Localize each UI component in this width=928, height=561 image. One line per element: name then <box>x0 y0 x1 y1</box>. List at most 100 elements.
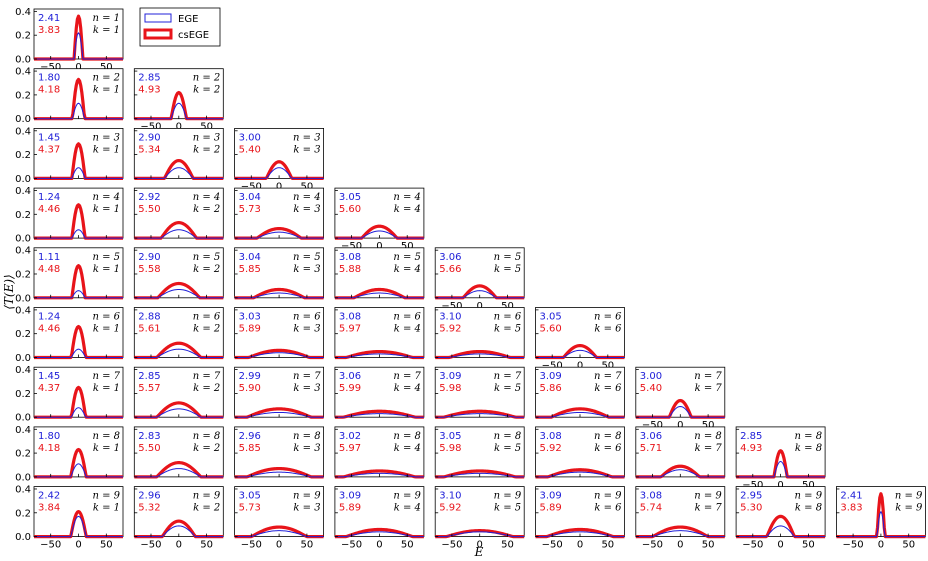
panel-n6-k1-ege-line <box>34 348 123 358</box>
panel-n7-k2-k-label: k = 2 <box>193 383 220 394</box>
panel-n3-k2-k-label: k = 2 <box>193 144 220 155</box>
panel-n5-k4-ege-line <box>334 292 424 299</box>
panel-n5-k5-xtick-label: 50 <box>501 301 514 312</box>
panel-n2-k2-xtick-label: −50 <box>140 122 161 133</box>
panel-n9-k4-n-label: n = 9 <box>393 491 421 502</box>
legend: EGE csEGE <box>139 7 221 47</box>
panel-n1-k1-ege-value: 2.41 <box>38 13 60 24</box>
panel-n9-k7-ege-value: 3.08 <box>640 491 662 502</box>
panel-n8-k6-ege-value: 3.08 <box>540 431 562 442</box>
panel-n9-k2-ege-value: 2.96 <box>138 491 160 502</box>
panel-n9-k2-frame <box>133 486 224 538</box>
panel-n6-k1-ytick-label: 0.2 <box>15 329 31 340</box>
panel-n7-k5-csege-value: 5.98 <box>439 383 461 394</box>
panel-n8-k4-n-label: n = 8 <box>393 431 421 442</box>
panel-n7-k7: 3.005.40 n = 7k = 7 −50 0 50 <box>635 366 726 431</box>
panel-n8-k7-frame <box>635 426 726 478</box>
panel-n9-k7-xtick-label: −50 <box>642 540 663 551</box>
panel-n9-k2-k-label: k = 2 <box>193 503 220 514</box>
panel-n7-k2-n-label: n = 7 <box>193 371 221 382</box>
panel-n4-k4-n-label: n = 4 <box>393 192 421 203</box>
panel-n3-k1-frame <box>33 127 124 179</box>
panel-n6-k4-ege-line <box>334 353 424 358</box>
panel-n8-k7-ege-line <box>635 469 725 478</box>
panel-n3-k1-ege-line <box>34 167 123 179</box>
legend-ege-label: EGE <box>178 14 198 25</box>
panel-n4-k4-frame <box>334 187 425 239</box>
panel-n3-k1-n-label: n = 3 <box>92 132 120 143</box>
panel-n4-k1-ytick-label: 0.2 <box>15 210 31 221</box>
panel-n8-k4: 3.025.97 n = 8k = 4 <box>334 426 425 479</box>
panel-n6-k4-k-label: k = 4 <box>394 324 421 335</box>
panel-n8-k6-k-label: k = 6 <box>594 443 622 454</box>
panel-n7-k6-n-label: n = 7 <box>594 371 622 382</box>
panel-n9-k9-n-label: n = 9 <box>895 491 923 502</box>
panel-n9-k6-xtick-label: 50 <box>601 540 614 551</box>
panel-n7-k6-csege-value: 5.86 <box>540 383 562 394</box>
panel-n7-k4-ege-line <box>334 413 424 418</box>
panel-n5-k1-ege-value: 1.11 <box>38 252 60 263</box>
panel-n2-k2-k-label: k = 2 <box>193 85 220 96</box>
panel-n9-k1-ytick-label: 0.4 <box>15 484 31 495</box>
panel-n8-k5-k-label: k = 5 <box>494 443 521 454</box>
panel-n6-k4-n-label: n = 6 <box>393 312 421 323</box>
panel-n1-k1-ytick-label: 0.4 <box>15 7 31 18</box>
panel-n8-k2: 2.835.50 n = 8k = 2 <box>133 426 224 479</box>
panel-n6-k2-k-label: k = 2 <box>193 324 220 335</box>
panel-n9-k3: 3.055.73 n = 9k = 3 −50 0 50 <box>234 486 325 551</box>
panel-n7-k5-k-label: k = 5 <box>494 383 521 394</box>
panel-n7-k7-k-label: k = 7 <box>695 383 723 394</box>
panel-n2-k2: 2.854.93 n = 2k = 2 −50 0 50 <box>133 68 224 133</box>
panel-n6-k6-frame <box>535 307 625 358</box>
panel-n3-k3-xtick-label: −50 <box>241 181 262 192</box>
panel-n5-k1-ege-line <box>34 290 123 299</box>
panel-n7-k6-ege-value: 3.09 <box>540 371 562 382</box>
panel-n8-k7-csege-value: 5.71 <box>640 443 662 454</box>
panel-n7-k4-n-label: n = 7 <box>393 371 421 382</box>
panel-n8-k6-csege-value: 5.92 <box>540 443 562 454</box>
panel-n8-k4-ege-value: 3.02 <box>339 431 361 442</box>
panel-n9-k5-n-label: n = 9 <box>494 491 522 502</box>
panel-n9-k9-xtick-label: 0 <box>878 540 884 551</box>
panel-n9-k5-xtick-label: 0 <box>477 540 483 551</box>
panel-n1-k1-n-label: n = 1 <box>92 13 120 24</box>
panel-n3-k1-k-label: k = 1 <box>93 144 120 155</box>
panel-n6-k5-ege-line <box>435 353 525 358</box>
panel-n9-k4: 3.095.89 n = 9k = 4 −50 0 50 <box>334 486 425 551</box>
panel-n6-k6-xtick-label: 50 <box>601 361 614 372</box>
panel-n9-k1-k-label: k = 1 <box>93 503 120 514</box>
panel-n5-k3-n-label: n = 5 <box>293 252 321 263</box>
panel-n4-k4-xtick-label: −50 <box>341 241 362 252</box>
panel-n4-k1-ege-value: 1.24 <box>38 192 60 203</box>
panel-n9-k7-xtick-label: 50 <box>702 540 715 551</box>
panel-n2-k1-ytick-label: 0.0 <box>15 114 31 125</box>
panel-n2-k1-ytick-label: 0.2 <box>15 90 31 101</box>
panel-n9-k5-k-label: k = 5 <box>494 503 521 514</box>
panel-n8-k5-csege-value: 5.98 <box>439 443 461 454</box>
panel-n9-k6-ege-value: 3.09 <box>540 491 562 502</box>
panel-n9-k8-ege-line <box>736 525 826 538</box>
panel-n5-k5-xtick-label: 0 <box>477 301 483 312</box>
panel-n6-k1: 1.244.46 n = 6k = 1 0.0 0.2 0.4 <box>15 305 124 364</box>
panel-n7-k6: 3.095.86 n = 7k = 6 <box>535 366 625 419</box>
panel-n8-k6-ege-line <box>535 471 625 478</box>
panel-n6-k1-ege-value: 1.24 <box>38 312 60 323</box>
panel-n2-k2-ege-line <box>134 102 224 120</box>
panel-n6-k6-k-label: k = 6 <box>594 324 622 335</box>
panel-n7-k1-k-label: k = 1 <box>93 383 120 394</box>
panel-n4-k2-n-label: n = 4 <box>193 192 221 203</box>
panel-n7-k5-ege-value: 3.09 <box>439 371 461 382</box>
panel-n1-k1-ege-line <box>34 32 123 60</box>
panel-n3-k1: 1.454.37 n = 3k = 1 0.0 0.2 0.4 <box>15 126 124 185</box>
panel-n8-k8-k-label: k = 8 <box>795 443 822 454</box>
panel-n7-k5-csege-line <box>434 409 525 419</box>
panel-n5-k1-ytick-label: 0.0 <box>15 293 31 304</box>
panel-n7-k3-ege-value: 2.99 <box>239 371 261 382</box>
panel-n3-k3-ege-line <box>234 167 324 179</box>
panel-n8-k7-k-label: k = 7 <box>695 443 723 454</box>
panel-n8-k4-csege-line <box>334 469 425 479</box>
panel-n9-k1-ytick-label: 0.2 <box>15 508 31 519</box>
panel-n6-k6-xtick-label: −50 <box>542 361 563 372</box>
panel-n9-k6-xtick-label: 0 <box>577 540 583 551</box>
panel-n6-k2-ege-value: 2.88 <box>138 312 160 323</box>
